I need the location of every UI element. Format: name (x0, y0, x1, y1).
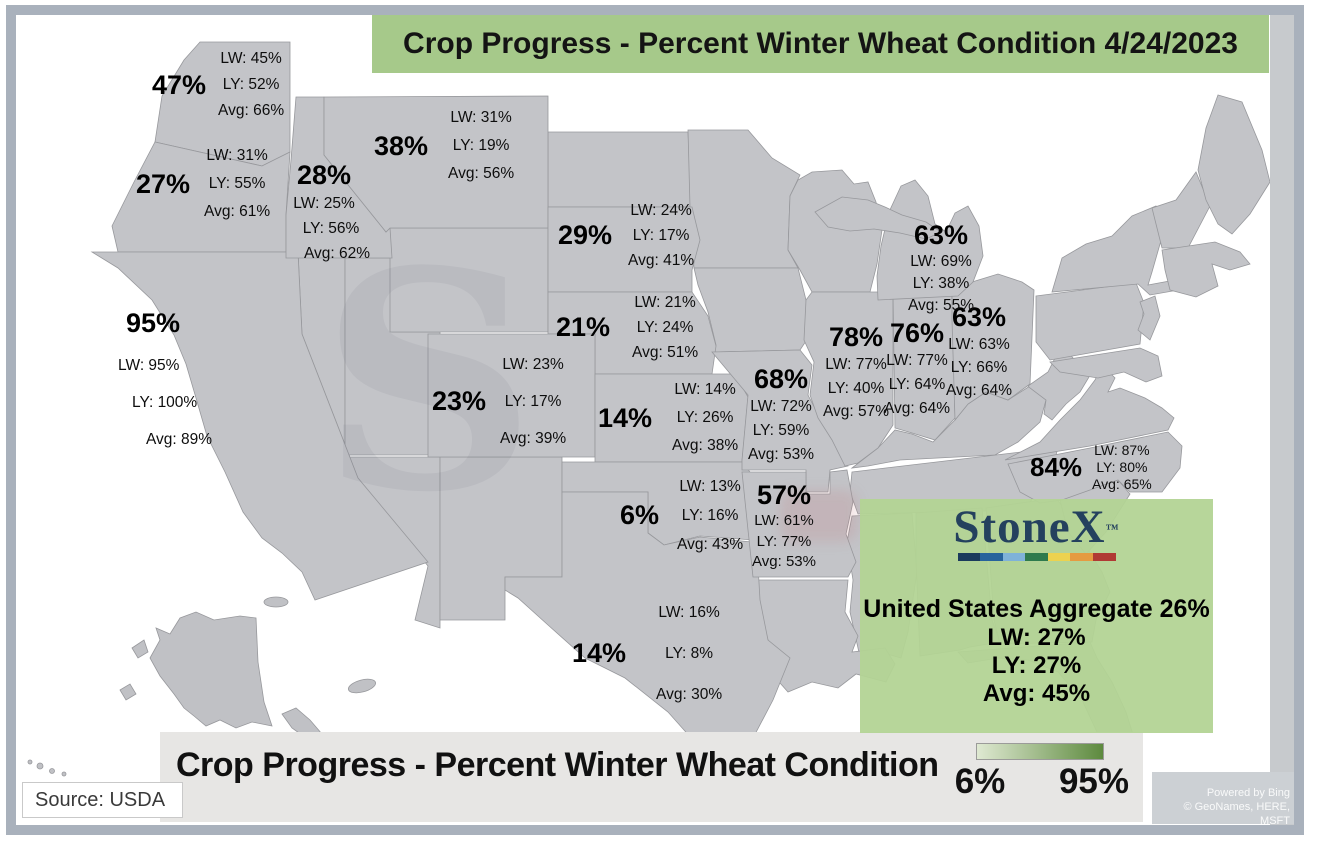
source-text: Source: USDA (35, 788, 166, 811)
right-gray-strip (1270, 15, 1294, 825)
source-box: Source: USDA (22, 782, 183, 818)
state-missouri[interactable] (711, 349, 849, 493)
state-new-jersey[interactable] (1137, 295, 1161, 341)
legend-min-label: 6% (954, 762, 1006, 801)
trademark-symbol: ™ (1105, 521, 1120, 536)
legend-panel: Crop Progress - Percent Winter Wheat Con… (160, 732, 1143, 822)
stonex-panel: StoneX™ United States Aggregate 26% LW: … (860, 499, 1213, 733)
state-virginia[interactable] (1004, 364, 1175, 461)
label-ohio: 63% LW: 63% LY: 66% Avg: 64% (946, 302, 1013, 399)
label-texas: 14% LW: 16% LY: 8% Avg: 30% (572, 604, 723, 703)
state-alaska[interactable] (27, 596, 377, 777)
basemap-tint-artifact (780, 490, 858, 542)
label-north-carolina: 84% LW: 87% LY: 80% Avg: 65% (1030, 442, 1152, 492)
state-wisconsin[interactable] (787, 169, 883, 293)
state-illinois[interactable] (803, 291, 894, 467)
state-maryland-delaware[interactable] (1049, 347, 1163, 383)
state-montana[interactable] (323, 95, 549, 233)
label-arkansas: 57% LW: 61% LY: 77% Avg: 53% (752, 480, 816, 570)
map-attribution: Powered by Bing © GeoNames, HERE, MSFT (1152, 772, 1294, 827)
state-ohio[interactable] (951, 273, 1035, 422)
label-south-dakota: 29% LW: 24% LY: 17% Avg: 41% (558, 202, 695, 269)
legend-max-label: 95% (1058, 762, 1130, 801)
state-maine[interactable] (1197, 94, 1271, 235)
label-missouri: 68% LW: 72% LY: 59% Avg: 53% (747, 364, 815, 463)
page-title: Crop Progress - Percent Winter Wheat Con… (403, 26, 1238, 60)
label-montana: 38% LW: 31% LY: 19% Avg: 56% (374, 109, 515, 182)
label-washington: 47% LW: 45% LY: 52% Avg: 66% (152, 50, 285, 119)
legend-gradient-bar (976, 743, 1104, 760)
us-aggregate-ly: LY: 27% (991, 652, 1082, 679)
label-nebraska: 21% LW: 21% LY: 24% Avg: 51% (556, 294, 699, 361)
state-north-dakota[interactable] (547, 131, 693, 208)
state-new-york[interactable] (1051, 205, 1191, 296)
label-indiana: 76% LW: 77% LY: 64% Avg: 64% (884, 318, 951, 417)
label-oklahoma: 6% LW: 13% LY: 16% Avg: 43% (620, 478, 744, 553)
state-pennsylvania[interactable] (1035, 282, 1145, 361)
state-california[interactable] (90, 251, 429, 601)
label-michigan: 63% LW: 69% LY: 38% Avg: 55% (907, 220, 975, 314)
state-minnesota[interactable] (687, 129, 801, 269)
label-idaho: 28% LW: 25% LY: 56% Avg: 62% (293, 160, 371, 262)
stonex-logo: StoneX™ (953, 501, 1120, 553)
label-colorado: 23% LW: 23% LY: 17% Avg: 39% (432, 356, 567, 447)
us-aggregate-value: United States Aggregate 26% (863, 595, 1210, 623)
title-banner: Crop Progress - Percent Winter Wheat Con… (372, 14, 1269, 73)
stonex-logo-colorbar (957, 553, 1116, 561)
state-arkansas[interactable] (741, 469, 857, 578)
us-aggregate-lw: LW: 27% (987, 624, 1086, 651)
us-aggregate-avg: Avg: 45% (982, 680, 1091, 707)
state-massachusetts-connecticut[interactable] (1161, 241, 1251, 298)
attribution-line2: © GeoNames, HERE, MSFT (1183, 801, 1290, 827)
attribution-line1: Powered by Bing (1206, 787, 1290, 799)
state-michigan-upper[interactable] (814, 196, 942, 240)
background-watermark-letter: S (320, 205, 537, 558)
label-illinois: 78% LW: 77% LY: 40% Avg: 57% (822, 322, 890, 420)
legend-title: Crop Progress - Percent Winter Wheat Con… (176, 746, 939, 784)
label-kansas: 14% LW: 14% LY: 26% Avg: 38% (598, 381, 739, 454)
label-oregon: 27% LW: 31% LY: 55% Avg: 61% (136, 147, 271, 220)
label-california: 95% LW: 95% LY: 100% Avg: 89% (118, 308, 213, 448)
